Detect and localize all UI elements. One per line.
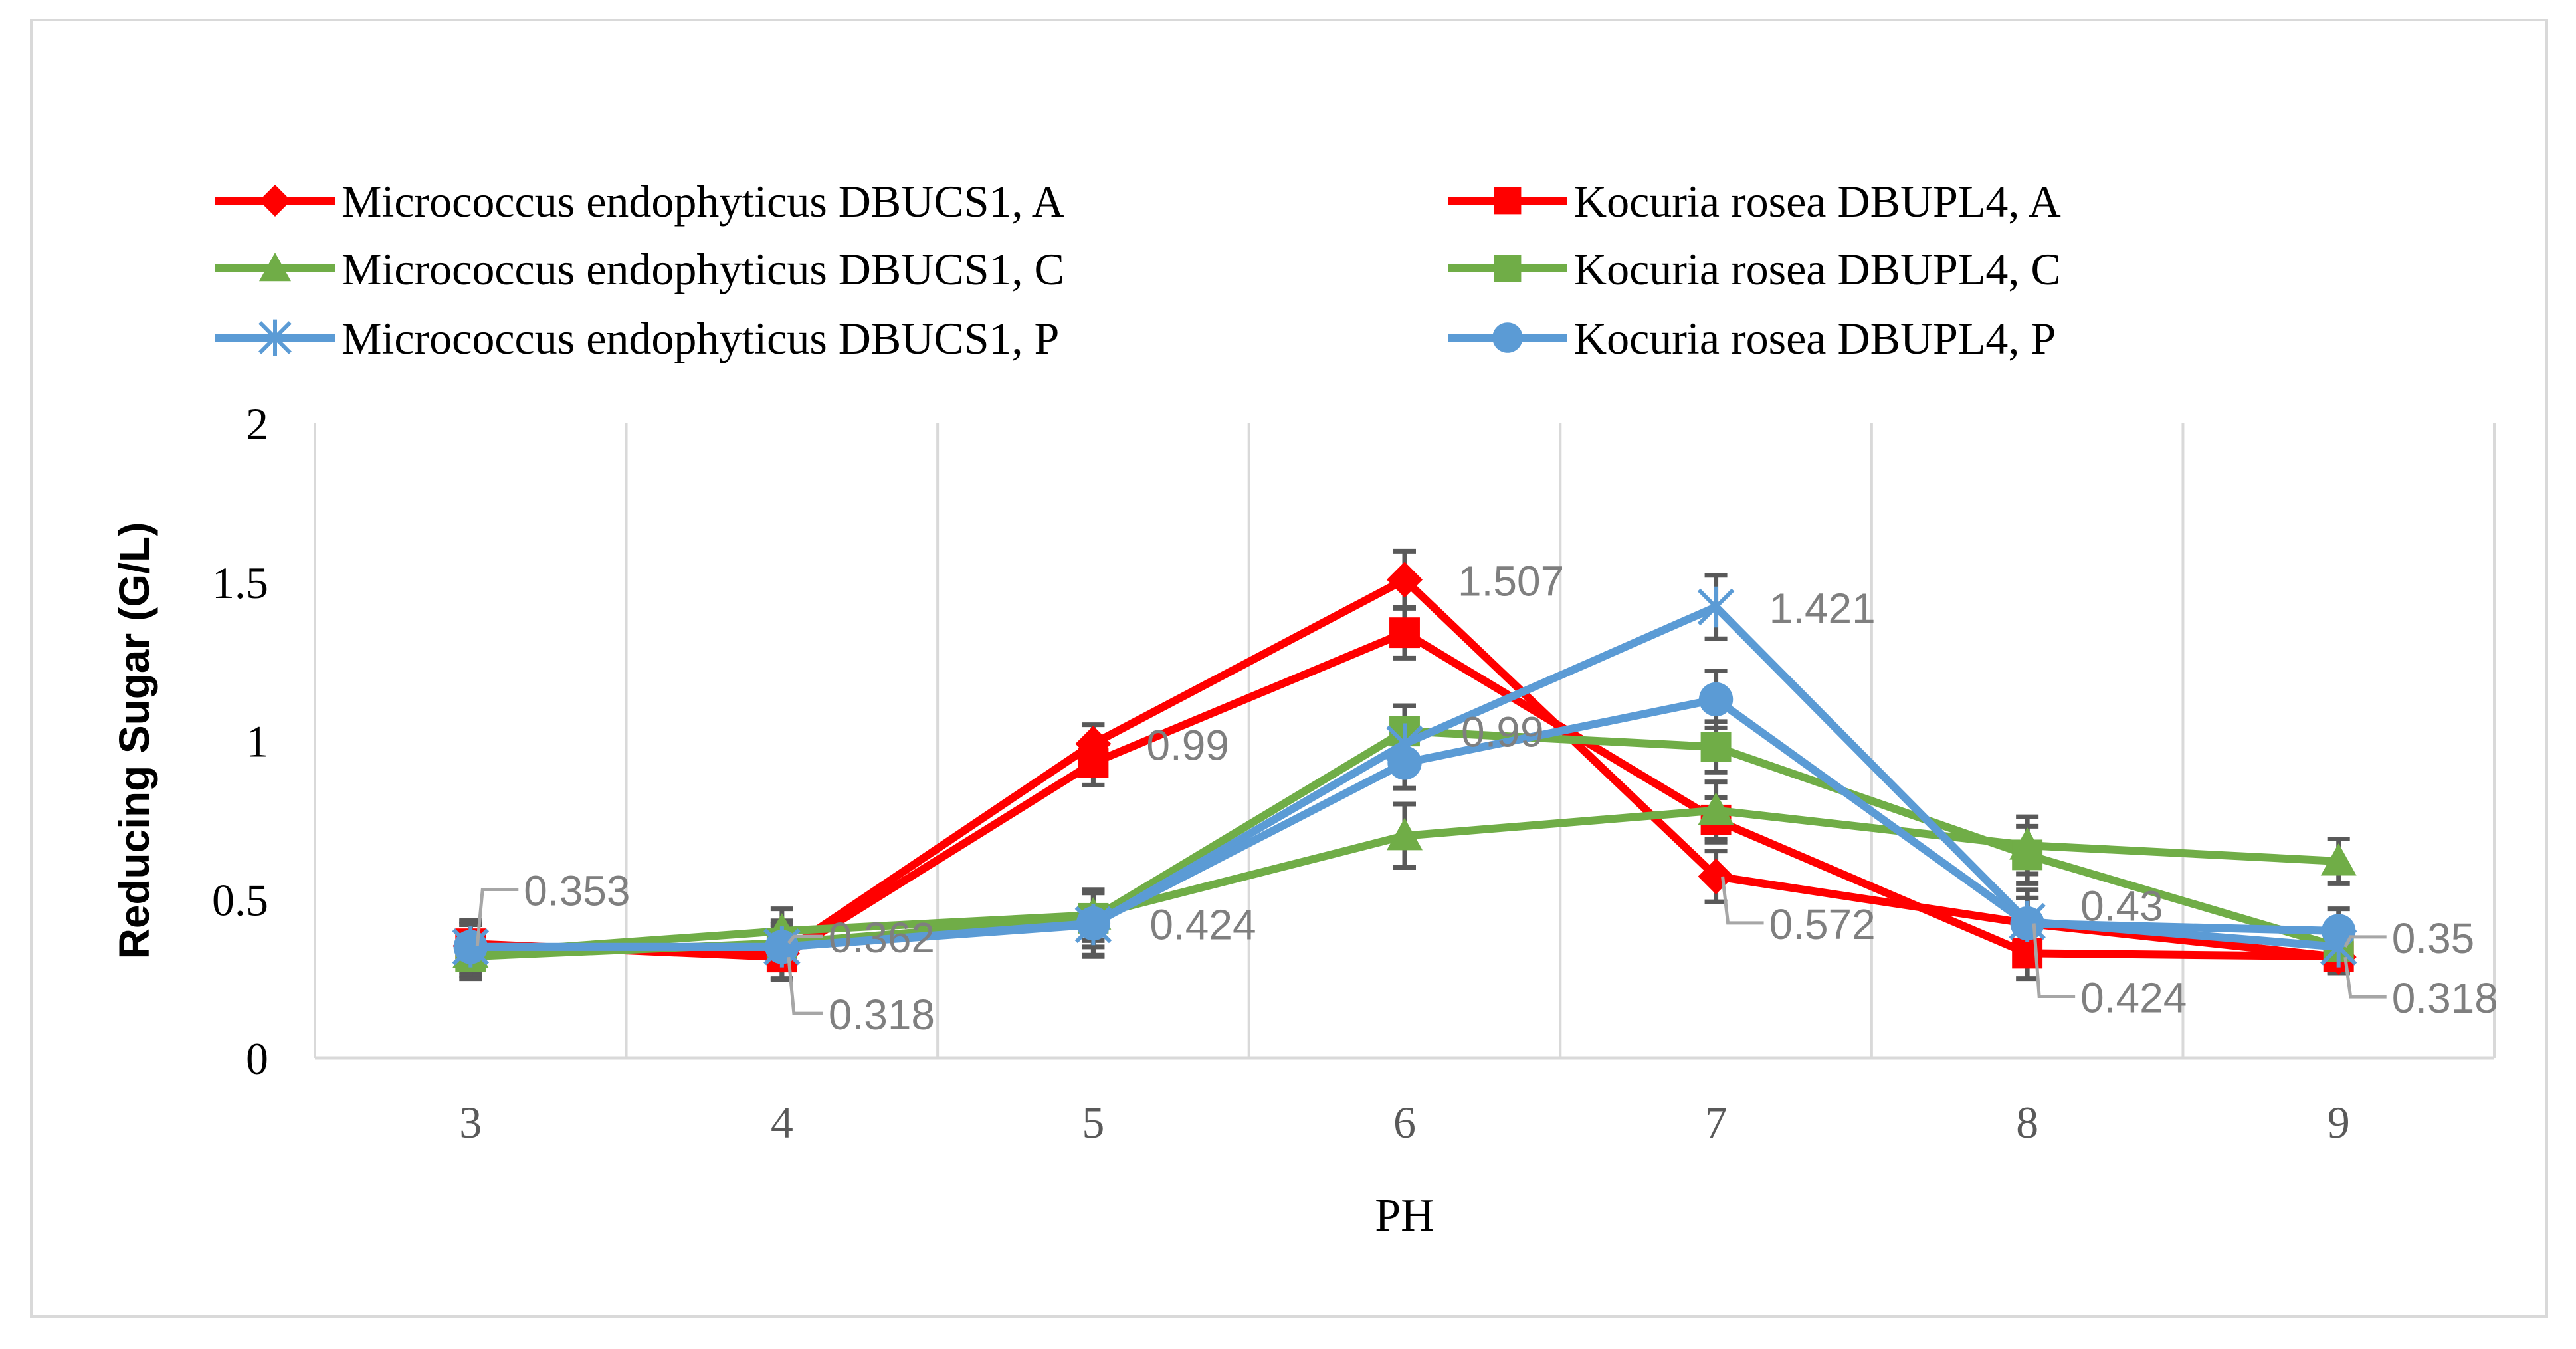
data-point [1494,255,1522,282]
leader-line [2343,956,2387,999]
data-point [2320,843,2357,876]
x-tick-label: 4 [771,1097,793,1148]
data-labels: 0.353 0.362 0.318 0.99 0.424 1.507 0.99 1.421 0.… [475,557,2498,1039]
y-tick-label: 1.5 [212,558,268,608]
data-point [259,185,291,217]
legend-label: Micrococcus endophyticus DBUCS1, C [342,244,1064,294]
data-point [1078,747,1109,778]
y-axis-title: Reducing Sugar (G/L) [110,522,158,960]
data-point [1698,792,1734,825]
legend-item: Kocuria rosea DBUPL4, C [1448,244,2061,294]
legend: Micrococcus endophyticus DBUCS1, A Kocuri… [215,176,2061,363]
x-tick-label: 8 [2016,1097,2038,1148]
data-point [1494,187,1522,215]
data-label: 0.318 [829,991,935,1039]
data-point [1697,586,1735,628]
data-label: 0.318 [2392,974,2498,1022]
data-label: 0.353 [524,867,630,914]
data-point [1389,617,1420,649]
data-label: 0.35 [2392,914,2475,962]
line-chart: Micrococcus endophyticus DBUCS1, A Kocuri… [110,176,2498,1241]
legend-item: Kocuria rosea DBUPL4, A [1448,176,2061,227]
leader-line [2343,935,2387,948]
legend-label: Micrococcus endophyticus DBUCS1, A [342,176,1064,227]
data-point [1700,732,1732,762]
data-point [259,253,291,282]
data-label: 0.424 [1149,901,1256,949]
legend-label: Micrococcus endophyticus DBUCS1, P [342,313,1059,363]
y-tick-label: 1 [246,716,268,767]
data-point [1492,322,1523,353]
data-point [1387,562,1423,598]
data-label: 0.362 [829,914,935,962]
x-tick-label: 6 [1393,1097,1416,1148]
leader-line [787,934,823,944]
x-tick-label: 3 [459,1097,482,1148]
y-tick-label: 2 [246,399,268,449]
y-tick-label: 0.5 [212,875,268,925]
data-point [2012,839,2043,871]
legend-label: Kocuria rosea DBUPL4, A [1574,176,2061,227]
data-label: 0.99 [1461,708,1544,756]
data-point [1387,817,1423,851]
data-point [1387,746,1422,780]
data-label: 1.507 [1458,557,1564,605]
series-2 [455,617,2354,973]
y-tick-label: 0 [246,1033,268,1084]
legend-item: Kocuria rosea DBUPL4, P [1448,313,2056,363]
data-label: 0.424 [2080,974,2187,1022]
data-point [2010,906,2044,941]
series-lines [452,562,2357,976]
leader-line [475,887,519,946]
leader-line [787,956,823,1015]
legend-item: Micrococcus endophyticus DBUCS1, C [215,244,1064,294]
data-label: 0.572 [1769,900,1876,948]
x-tick-label: 9 [2328,1097,2350,1148]
x-tick-label: 7 [1705,1097,1728,1148]
legend-item: Micrococcus endophyticus DBUCS1, P [215,313,1059,363]
legend-label: Kocuria rosea DBUPL4, C [1574,244,2061,294]
legend-label: Kocuria rosea DBUPL4, P [1574,313,2056,363]
series-line [466,629,2343,962]
x-tick-label: 5 [1082,1097,1104,1148]
data-label: 0.99 [1146,721,1229,769]
data-label: 1.421 [1769,584,1876,632]
axes: 0 0.5 1 1.5 2 3 4 5 6 7 8 9 PH Reducing Sugar (G/L) [110,399,2494,1241]
chart-frame: Micrococcus endophyticus DBUCS1, A Kocuri… [30,19,2548,1318]
leader-line [2032,923,2076,999]
data-label: 0.43 [2080,882,2163,930]
data-point [453,930,488,964]
data-point [258,319,292,356]
leader-line [1721,876,1764,925]
legend-item: Micrococcus endophyticus DBUCS1, A [215,176,1064,227]
data-point [2322,914,2356,948]
data-point [1698,682,1734,717]
data-point [1076,906,1111,941]
x-axis-title: PH [1375,1190,1434,1241]
